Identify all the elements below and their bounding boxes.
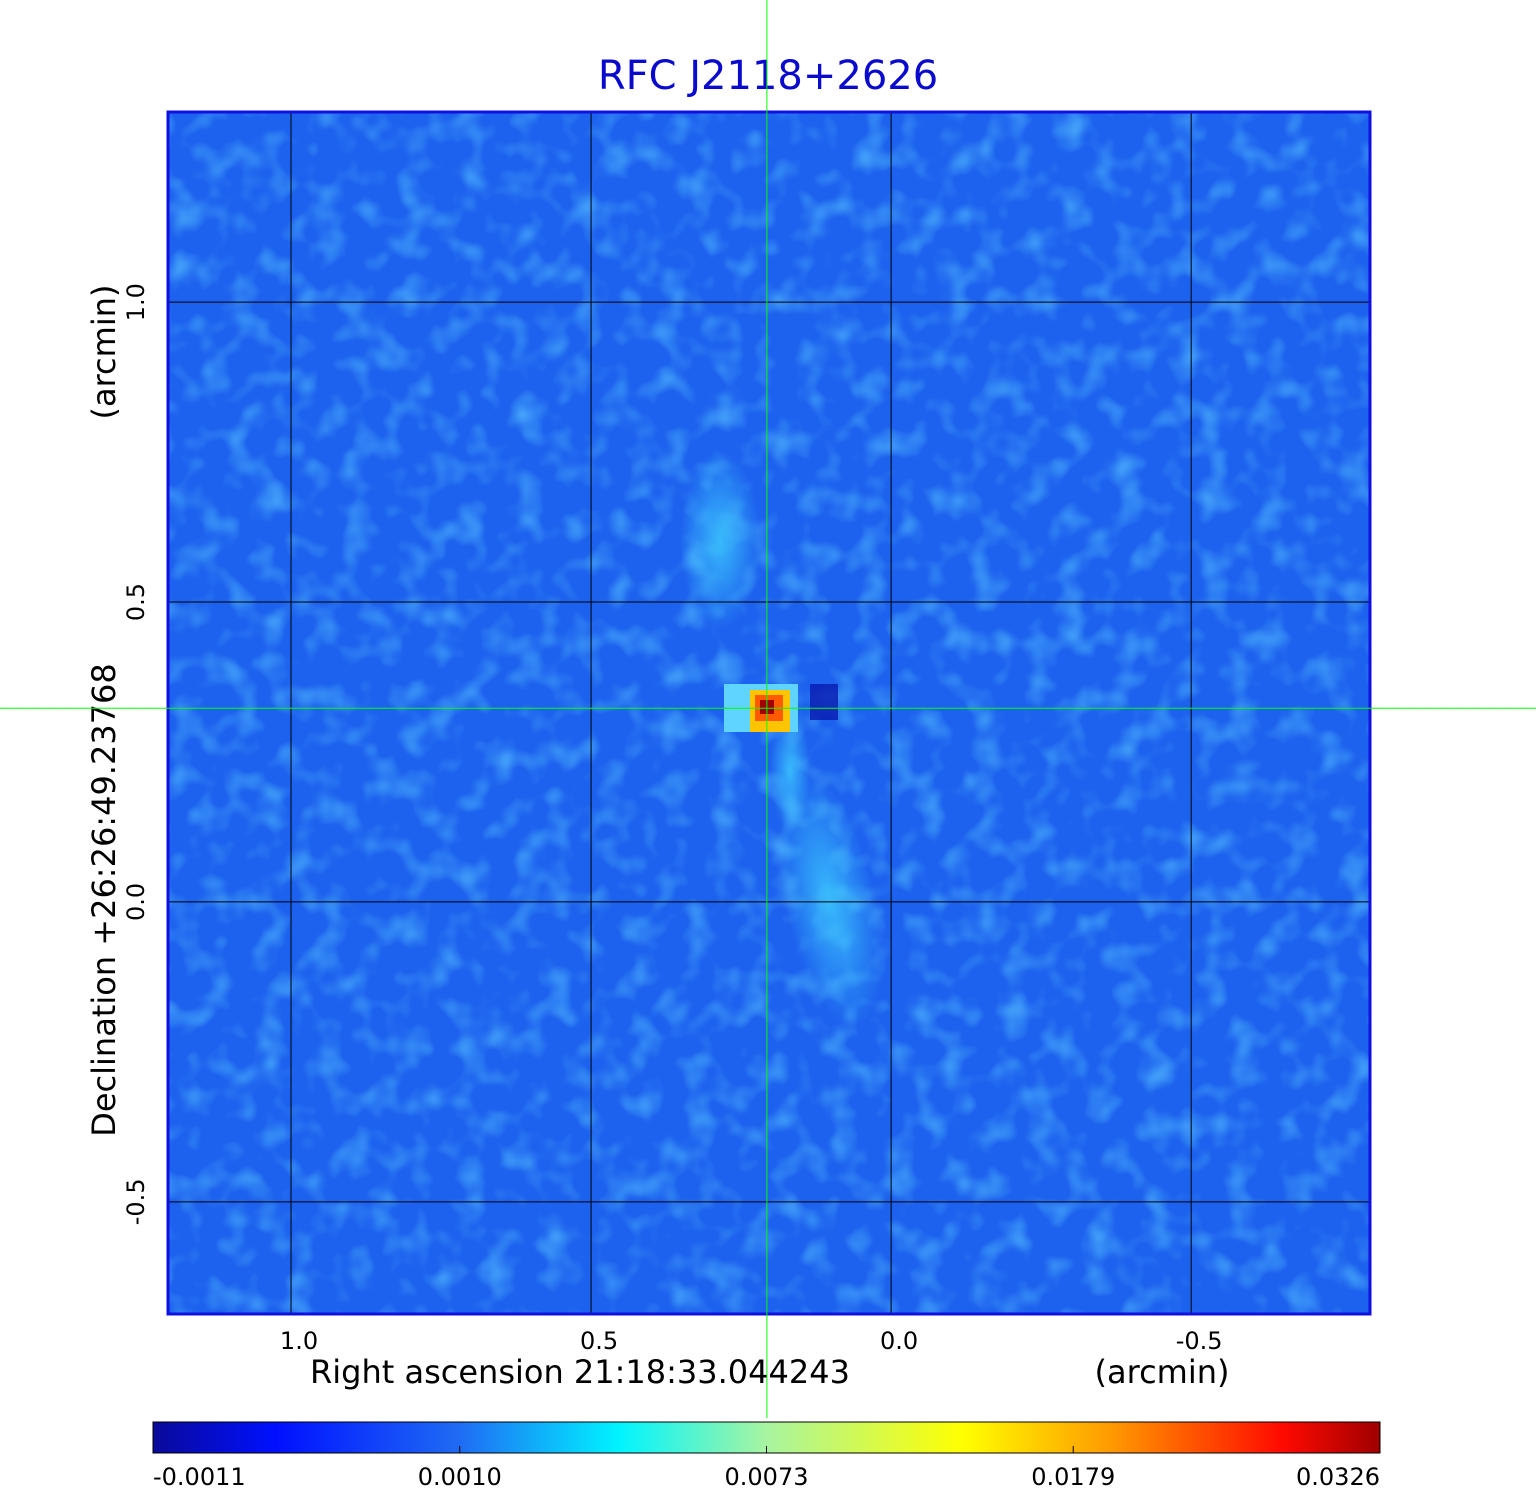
x-axis-unit: (arcmin) xyxy=(1095,1353,1230,1391)
colorbar-tick-label: 0.0073 xyxy=(725,1463,809,1491)
y-tick-label: 0.0 xyxy=(122,883,150,921)
y-axis-label: Declination +26:26:49.23768 xyxy=(85,663,123,1137)
x-tick-label: 0.5 xyxy=(580,1327,618,1355)
x-tick-label: 0.0 xyxy=(880,1327,918,1355)
colorbar-tick-label: 0.0010 xyxy=(418,1463,502,1491)
y-tick-label: -0.5 xyxy=(122,1178,150,1225)
plot-frame xyxy=(166,110,1372,1316)
source-dip xyxy=(810,684,838,720)
image-feature xyxy=(778,772,882,1028)
chart-title: RFC J2118+2626 xyxy=(598,53,938,99)
x-axis-label: Right ascension 21:18:33.044243 xyxy=(310,1353,850,1391)
colorbar-tick-label: 0.0179 xyxy=(1031,1463,1115,1491)
colorbar-tick-label: -0.0011 xyxy=(153,1463,246,1491)
colorbar-tick-label: 0.0326 xyxy=(1296,1463,1380,1491)
x-tick-label: -0.5 xyxy=(1176,1327,1223,1355)
y-axis-unit: (arcmin) xyxy=(85,285,123,420)
image-feature xyxy=(680,450,760,630)
y-tick-label: 0.5 xyxy=(122,583,150,621)
grid xyxy=(168,112,1370,1314)
image xyxy=(168,112,1370,1314)
x-tick-label: 1.0 xyxy=(280,1327,318,1355)
image-feature xyxy=(770,710,810,830)
y-tick-label: 1.0 xyxy=(122,283,150,321)
